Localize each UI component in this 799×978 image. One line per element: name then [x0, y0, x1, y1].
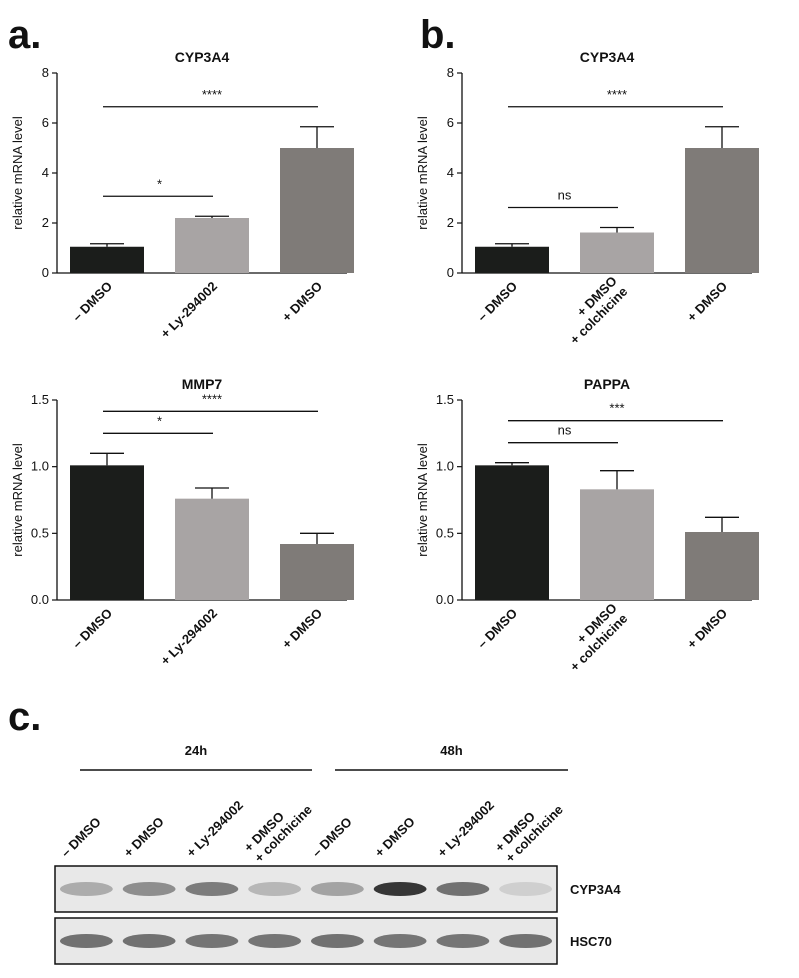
band	[185, 934, 239, 948]
band	[436, 882, 490, 896]
bar	[580, 232, 654, 273]
group-label: 24h	[185, 743, 207, 758]
row-label: CYP3A4	[570, 882, 621, 897]
band	[311, 934, 364, 948]
group-label: 48h	[440, 743, 462, 758]
y-axis-label: relative mRNA level	[415, 116, 430, 230]
significance-label: ****	[202, 391, 222, 406]
band	[373, 934, 427, 948]
row-label: HSC70	[570, 934, 612, 949]
chart-title: CYP3A4	[175, 49, 230, 65]
band	[185, 882, 239, 896]
bar	[280, 544, 354, 600]
panel-label: b.	[420, 13, 456, 57]
lane-label: + DMSO+ colchicine	[241, 791, 315, 865]
y-tick-label: 1.0	[436, 459, 454, 474]
lane-label: + Ly-294002	[183, 797, 246, 860]
band	[122, 882, 176, 896]
significance-label: ns	[558, 423, 572, 438]
bar	[475, 246, 549, 273]
band	[248, 882, 301, 896]
bar	[280, 148, 354, 273]
x-tick-label: + DMSO+ colchicine	[556, 273, 630, 347]
significance-label: ****	[202, 87, 222, 102]
bar	[70, 246, 144, 273]
y-tick-label: 2	[42, 215, 49, 230]
significance-label: ns	[558, 188, 572, 203]
lane-label: – DMSO	[58, 814, 104, 860]
y-axis-label: relative mRNA level	[10, 116, 25, 230]
band	[60, 882, 113, 896]
bar	[475, 465, 549, 600]
x-tick-label: + DMSO	[684, 606, 730, 652]
x-tick-label: + Ly-294002	[157, 606, 220, 669]
band	[373, 882, 427, 896]
y-tick-label: 0.5	[31, 525, 49, 540]
y-tick-label: 1.0	[31, 459, 49, 474]
band	[122, 934, 176, 948]
bar	[70, 465, 144, 600]
y-tick-label: 4	[447, 165, 454, 180]
y-tick-label: 0	[42, 265, 49, 280]
lane-label: + DMSO	[121, 814, 167, 860]
x-tick-label: + DMSO+ colchicine	[556, 600, 630, 674]
chart-title: PAPPA	[584, 376, 630, 392]
x-tick-label: + DMSO	[279, 606, 325, 652]
x-tick-label: – DMSO	[474, 279, 520, 325]
x-tick-label: + DMSO	[684, 279, 730, 325]
y-tick-label: 6	[42, 115, 49, 130]
y-tick-label: 0.5	[436, 525, 454, 540]
y-tick-label: 6	[447, 115, 454, 130]
band	[436, 934, 490, 948]
y-tick-label: 4	[42, 165, 49, 180]
x-tick-label: + DMSO	[279, 279, 325, 325]
bar	[580, 489, 654, 600]
significance-label: *	[157, 413, 162, 428]
y-tick-label: 1.5	[31, 392, 49, 407]
significance-label: *	[157, 176, 162, 191]
band	[311, 882, 364, 896]
significance-label: ***	[609, 401, 624, 416]
y-tick-label: 2	[447, 215, 454, 230]
x-tick-label: – DMSO	[69, 606, 115, 652]
x-tick-label: + Ly-294002	[157, 279, 220, 342]
bar	[685, 148, 759, 273]
band	[60, 934, 113, 948]
panel-label: c.	[8, 695, 41, 739]
lane-label: – DMSO	[309, 814, 355, 860]
significance-label: ****	[607, 87, 627, 102]
x-tick-label: – DMSO	[474, 606, 520, 652]
y-axis-label: relative mRNA level	[415, 443, 430, 557]
y-axis-label: relative mRNA level	[10, 443, 25, 557]
y-tick-label: 1.5	[436, 392, 454, 407]
y-tick-label: 0	[447, 265, 454, 280]
chart-title: MMP7	[182, 376, 223, 392]
band	[499, 934, 552, 948]
lane-label: + DMSO+ colchicine	[492, 791, 566, 865]
band	[248, 934, 301, 948]
band	[499, 882, 552, 896]
x-tick-label: – DMSO	[69, 279, 115, 325]
y-tick-label: 8	[447, 65, 454, 80]
bar	[175, 498, 249, 600]
lane-label: + DMSO	[372, 814, 418, 860]
bar	[685, 532, 759, 600]
chart-title: CYP3A4	[580, 49, 635, 65]
y-tick-label: 0.0	[436, 592, 454, 607]
bar	[175, 218, 249, 273]
lane-label: + Ly-294002	[434, 797, 497, 860]
y-tick-label: 0.0	[31, 592, 49, 607]
panel-label: a.	[8, 13, 41, 57]
y-tick-label: 8	[42, 65, 49, 80]
